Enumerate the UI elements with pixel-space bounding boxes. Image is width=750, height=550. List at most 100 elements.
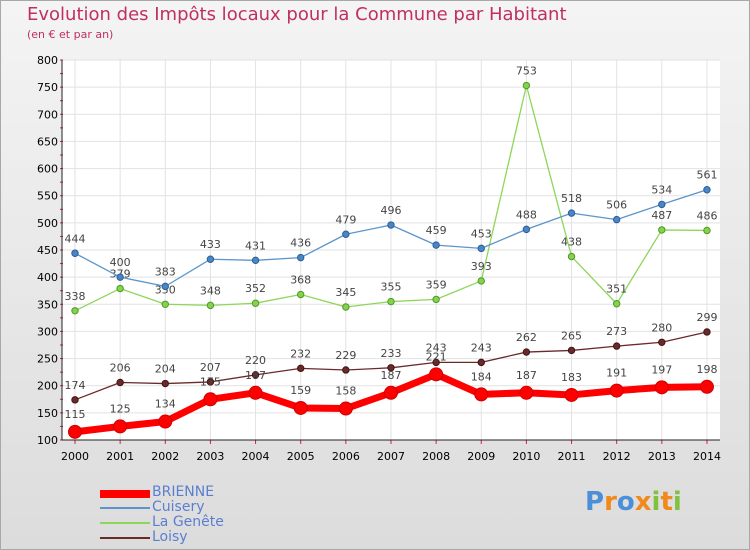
data-point-brienne	[564, 387, 579, 402]
data-label-la-gen-te: 338	[65, 290, 86, 303]
x-tick-label: 2006	[332, 450, 360, 463]
logo-letter: P	[585, 487, 605, 517]
data-label-cuisery: 534	[651, 183, 672, 196]
logo-letter: o	[616, 487, 635, 517]
data-label-cuisery: 488	[516, 208, 537, 221]
y-tick-label: 550	[37, 190, 58, 203]
data-point-loisy	[612, 342, 621, 350]
data-label-loisy: 273	[606, 325, 627, 338]
data-label-cuisery: 444	[65, 232, 86, 245]
legend-label-loisy: Loisy	[152, 529, 188, 545]
y-tick-label: 500	[37, 217, 58, 230]
data-point-cuisery	[387, 221, 395, 229]
data-label-loisy: 299	[696, 311, 717, 324]
x-tick-label: 2004	[242, 450, 270, 463]
data-point-brienne	[699, 379, 714, 394]
data-point-cuisery	[161, 282, 169, 291]
data-point-loisy	[116, 378, 124, 387]
data-label-brienne: 183	[561, 371, 582, 384]
data-label-brienne: 125	[110, 402, 131, 415]
chart-subtitle: (en € et par an)	[27, 28, 114, 41]
data-point-la-gen-te	[567, 252, 576, 261]
data-label-la-gen-te: 348	[200, 284, 221, 297]
data-point-brienne	[158, 414, 173, 429]
data-point-la-gen-te	[297, 290, 305, 299]
x-tick-label: 2007	[377, 450, 405, 463]
legend-swatch-la-genete	[100, 522, 150, 524]
y-tick-label: 250	[37, 353, 58, 366]
data-point-loisy	[477, 358, 485, 367]
y-tick-label: 400	[37, 271, 58, 284]
data-label-la-gen-te: 351	[606, 283, 627, 296]
legend-label-la-genete: La Genête	[152, 514, 224, 530]
data-point-loisy	[522, 348, 531, 356]
y-tick-label: 350	[37, 298, 58, 311]
x-tick-label: 2005	[287, 450, 315, 463]
data-label-cuisery: 433	[200, 238, 221, 251]
data-point-la-gen-te	[206, 301, 215, 310]
x-tick-label: 2014	[693, 450, 721, 463]
proxiti-logo: Proxiti	[585, 487, 682, 517]
data-label-brienne: 184	[471, 370, 492, 383]
data-point-loisy	[297, 364, 305, 373]
data-label-cuisery: 453	[471, 227, 492, 240]
y-tick-label: 150	[37, 407, 58, 420]
legend-label-cuisery: Cuisery	[152, 499, 205, 515]
data-label-cuisery: 400	[110, 256, 131, 269]
x-tick-label: 2008	[422, 450, 450, 463]
data-label-loisy: 229	[335, 349, 356, 362]
data-point-brienne	[113, 419, 128, 434]
x-tick-label: 2011	[558, 450, 586, 463]
data-label-la-gen-te: 438	[561, 236, 582, 249]
data-point-brienne	[383, 385, 398, 400]
y-tick-label: 700	[37, 108, 58, 121]
data-point-loisy	[251, 371, 260, 379]
data-point-cuisery	[432, 241, 440, 249]
data-label-cuisery: 436	[290, 237, 311, 250]
data-label-loisy: 233	[380, 347, 401, 360]
logo-letter: i	[651, 487, 661, 517]
legend-swatch-brienne	[100, 490, 150, 498]
data-label-brienne: 159	[290, 384, 311, 397]
data-point-brienne	[429, 367, 444, 382]
data-label-brienne: 198	[696, 363, 717, 376]
data-label-cuisery: 431	[245, 239, 266, 252]
x-tick-label: 2012	[603, 450, 631, 463]
data-point-loisy	[387, 364, 395, 372]
y-tick-label: 800	[37, 54, 58, 67]
data-label-brienne: 115	[65, 408, 86, 421]
data-point-cuisery	[612, 215, 621, 224]
data-point-la-gen-te	[612, 300, 621, 308]
data-point-la-gen-te	[477, 277, 485, 285]
data-label-brienne: 134	[155, 398, 176, 411]
data-label-brienne: 187	[516, 369, 537, 382]
data-label-cuisery: 459	[426, 224, 447, 237]
data-label-loisy: 262	[516, 331, 537, 344]
data-point-la-gen-te	[703, 226, 711, 235]
data-label-cuisery: 479	[335, 213, 356, 226]
data-point-loisy	[206, 378, 215, 386]
data-point-la-gen-te	[342, 303, 350, 311]
data-point-la-gen-te	[161, 300, 169, 308]
data-label-cuisery: 506	[606, 199, 627, 212]
data-point-cuisery	[522, 225, 531, 234]
x-tick-label: 2009	[467, 450, 495, 463]
data-label-la-gen-te: 345	[335, 286, 356, 299]
data-point-la-gen-te	[387, 297, 395, 306]
data-label-loisy: 265	[561, 329, 582, 342]
data-point-cuisery	[116, 273, 124, 281]
data-label-cuisery: 518	[561, 192, 582, 205]
data-label-loisy: 204	[155, 363, 176, 376]
data-point-loisy	[567, 346, 576, 355]
logo-letter: i	[672, 487, 682, 517]
data-point-loisy	[161, 379, 169, 388]
legend-swatch-loisy	[100, 537, 150, 539]
data-label-brienne: 158	[335, 385, 356, 398]
data-point-brienne	[654, 380, 669, 395]
y-tick-label: 750	[37, 81, 58, 94]
data-point-la-gen-te	[251, 299, 260, 307]
data-point-brienne	[203, 392, 218, 407]
data-label-la-gen-te: 487	[651, 209, 672, 222]
data-label-la-gen-te: 486	[696, 209, 717, 222]
